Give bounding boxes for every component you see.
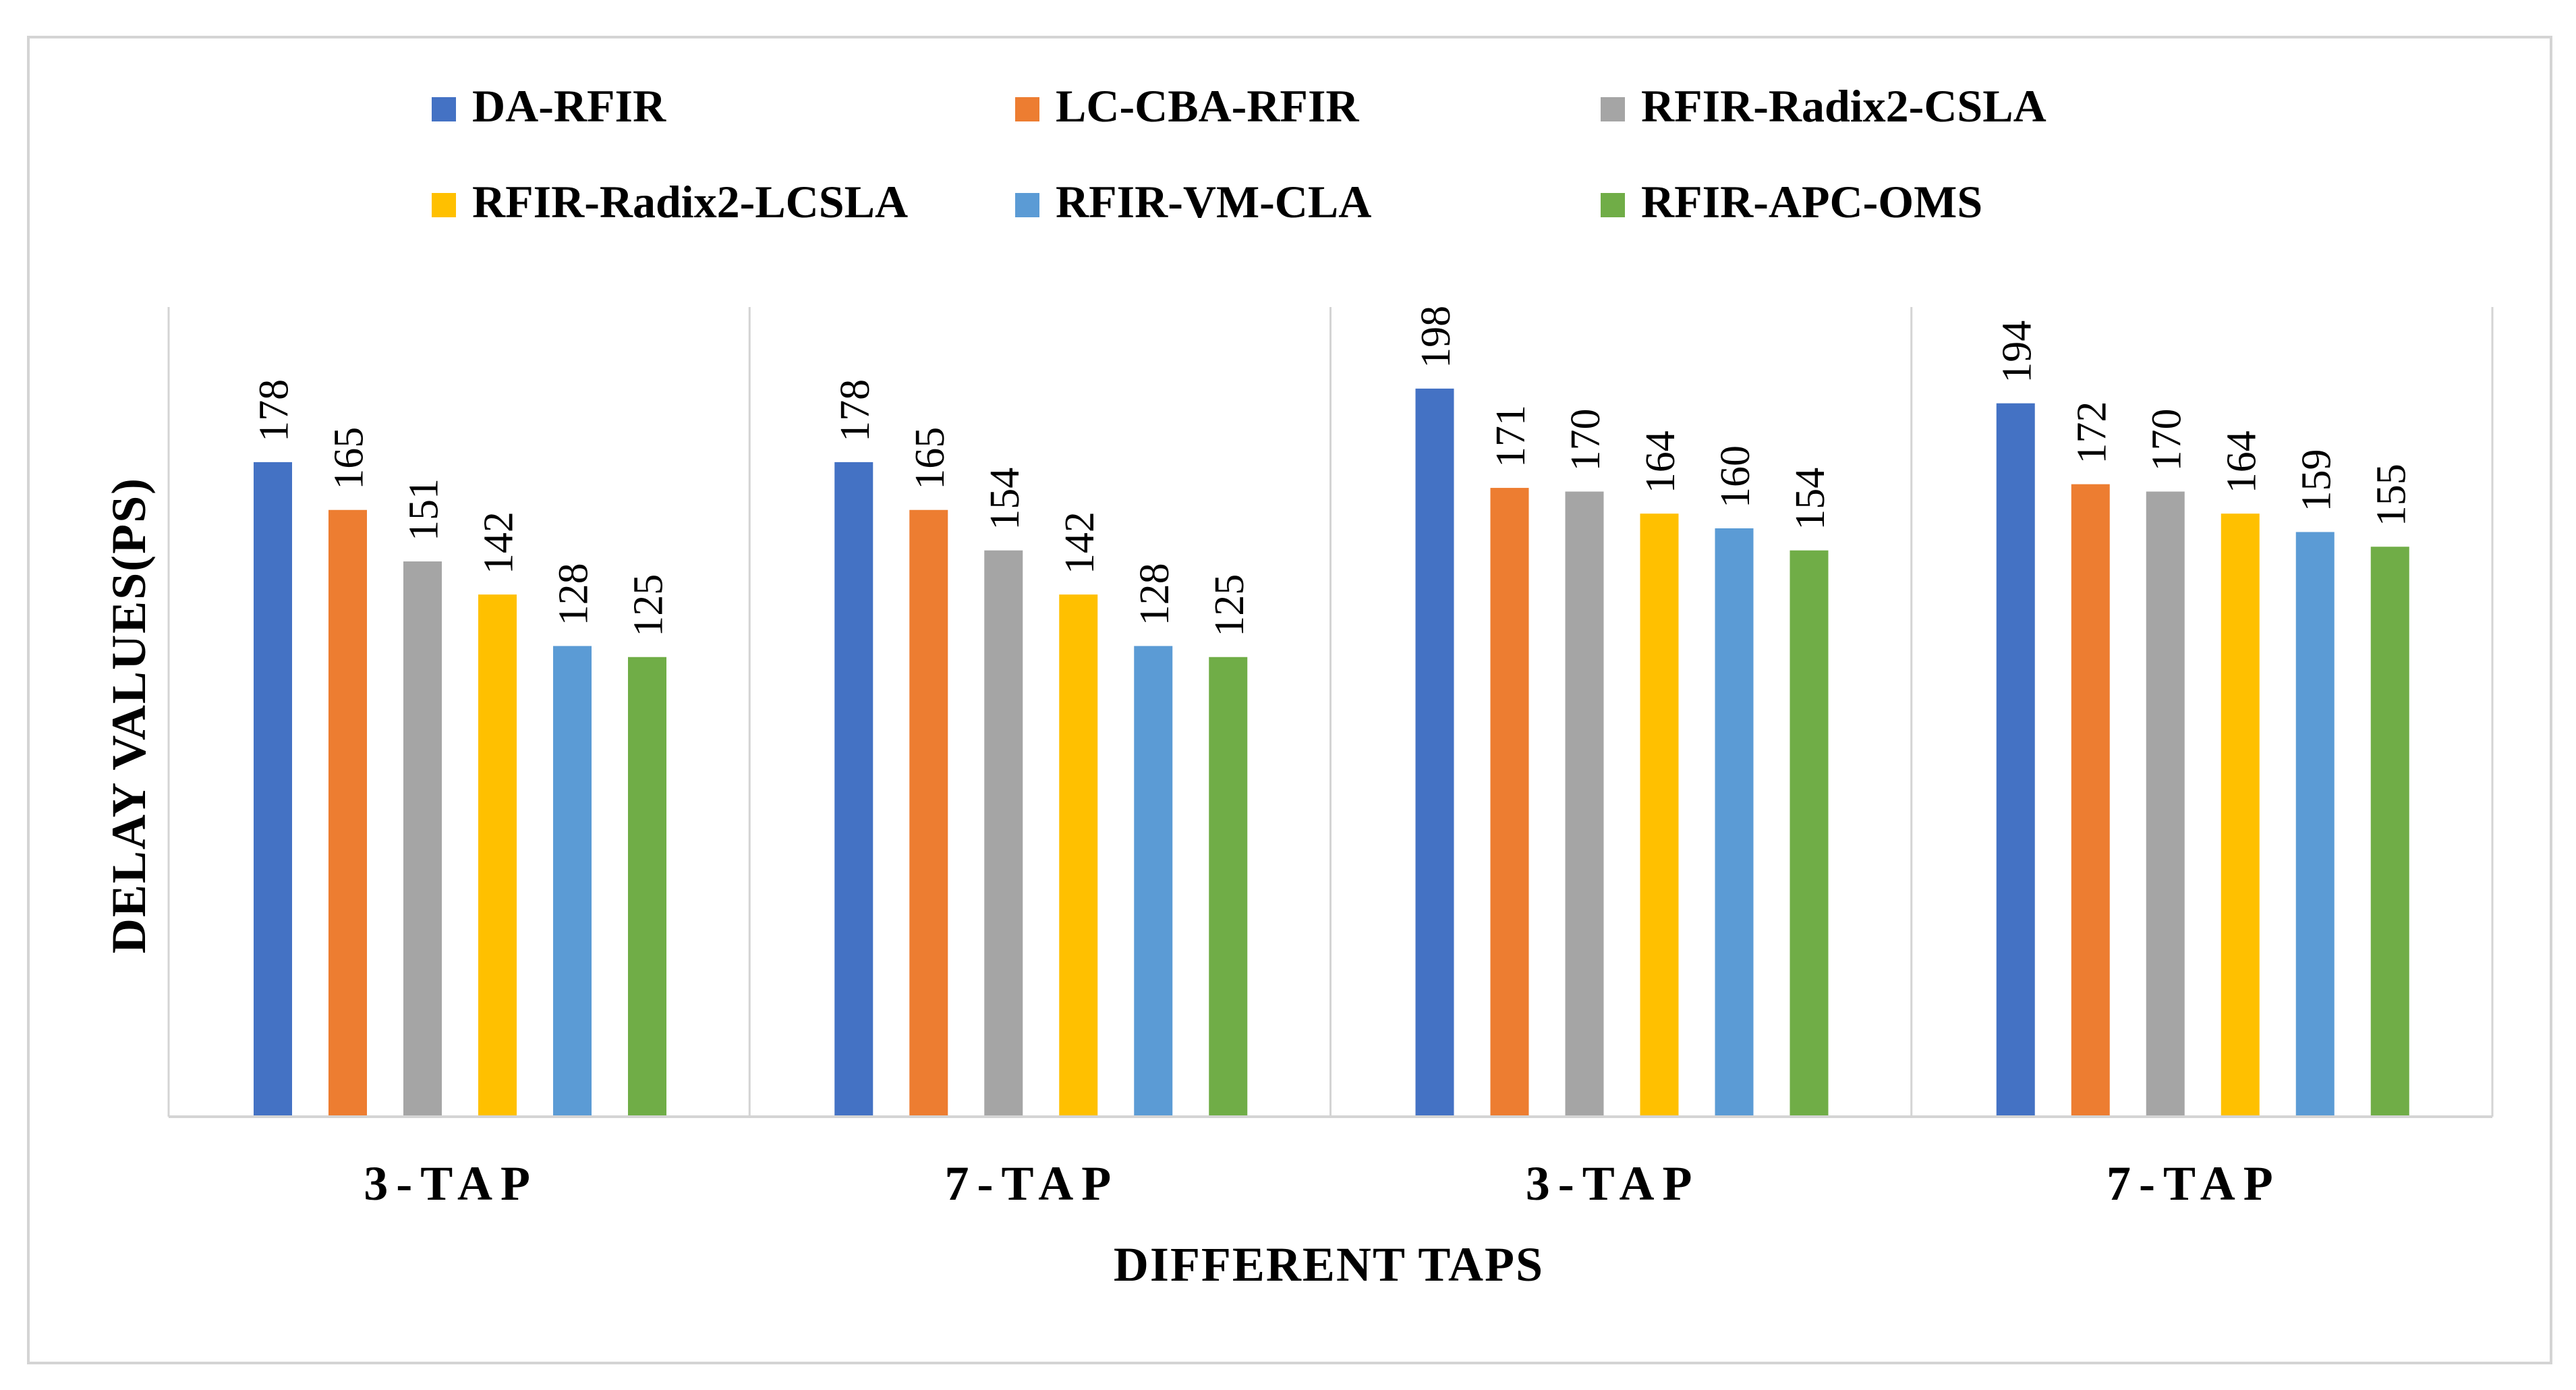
legend-swatch — [1015, 193, 1039, 217]
bars — [254, 388, 2409, 1117]
bar — [1415, 388, 1454, 1117]
bar-value-label: 160 — [1713, 445, 1758, 508]
bar — [2146, 491, 2185, 1117]
x-tick-label: 7-TAP — [945, 1157, 1120, 1211]
x-tick-labels: 3-TAP 7-TAP 3-TAP 7-TAP — [364, 1157, 2281, 1211]
bar — [553, 646, 592, 1117]
x-axis-title: DIFFERENT TAPS — [1114, 1238, 1544, 1291]
bar — [328, 509, 367, 1117]
bar-value-label: 172 — [2069, 401, 2115, 464]
bar — [628, 657, 666, 1117]
legend-swatch — [1601, 97, 1625, 121]
bar-value-label: 125 — [626, 574, 672, 637]
legend-swatch — [1015, 97, 1039, 121]
bar — [1134, 646, 1173, 1117]
bar-value-label: 178 — [252, 379, 297, 442]
bar — [1209, 657, 1248, 1117]
x-tick-label: 3-TAP — [364, 1157, 538, 1211]
bar-value-label: 154 — [1787, 468, 1833, 530]
bar-value-label: 164 — [2219, 430, 2264, 493]
bar-value-label: 154 — [982, 468, 1028, 530]
bar — [2370, 547, 2409, 1117]
chart-outer-border — [27, 36, 2552, 1364]
legend-swatch — [432, 193, 456, 217]
legend-label: RFIR-Radix2-CSLA — [1641, 80, 2047, 132]
legend-label: RFIR-APC-OMS — [1641, 176, 1982, 227]
bar-value-label: 194 — [1994, 321, 2040, 383]
bar — [1059, 594, 1098, 1117]
legend-swatch — [432, 97, 456, 121]
bar — [2071, 484, 2110, 1117]
bar — [403, 561, 442, 1117]
bar — [1996, 403, 2035, 1117]
category-separators — [167, 307, 2494, 1117]
x-tick-label: 3-TAP — [1526, 1157, 1700, 1211]
bar — [1490, 488, 1529, 1117]
bar-value-label: 142 — [476, 511, 522, 574]
legend-label: RFIR-VM-CLA — [1056, 176, 1371, 227]
bar-value-label: 151 — [401, 478, 447, 541]
x-tick-label: 7-TAP — [2107, 1157, 2281, 1211]
bar — [254, 462, 292, 1117]
legend: DA-RFIR LC-CBA-RFIR RFIR-Radix2-CSLA RFIR-R… — [432, 80, 2047, 227]
bar-value-label: 164 — [1638, 430, 1684, 493]
bar — [478, 594, 517, 1117]
bar-value-label: 155 — [2368, 464, 2414, 526]
y-axis-title: DELAY VALUES(PS) — [102, 477, 156, 953]
bar — [1790, 550, 1829, 1117]
bar — [834, 462, 874, 1117]
bar-value-label: 128 — [1132, 563, 1178, 626]
bar — [1640, 513, 1679, 1117]
bar — [2295, 532, 2335, 1117]
bar-value-label: 125 — [1207, 574, 1253, 637]
bar-value-label: 142 — [1057, 511, 1103, 574]
bar — [1715, 528, 1754, 1117]
bar-value-label: 171 — [1488, 405, 1534, 468]
bar-value-label: 165 — [907, 427, 953, 490]
bar-value-label: 159 — [2293, 449, 2339, 511]
bar — [984, 550, 1023, 1117]
bar — [2221, 513, 2260, 1117]
data-labels: 178 165 151 142 128 125 178 165 154 142 128 125 198 1… — [252, 306, 2415, 637]
bar-value-label: 165 — [326, 427, 372, 490]
bar-value-label: 170 — [1563, 409, 1609, 472]
bar — [909, 509, 948, 1117]
bar-value-label: 170 — [2144, 409, 2189, 472]
bar-value-label: 198 — [1413, 306, 1459, 368]
legend-label: RFIR-Radix2-LCSLA — [472, 176, 908, 227]
legend-swatch — [1601, 193, 1625, 217]
bar-value-label: 178 — [832, 379, 878, 442]
bar — [1565, 491, 1604, 1117]
bar-value-label: 128 — [551, 563, 597, 626]
legend-label: DA-RFIR — [472, 80, 666, 132]
legend-label: LC-CBA-RFIR — [1056, 80, 1359, 132]
